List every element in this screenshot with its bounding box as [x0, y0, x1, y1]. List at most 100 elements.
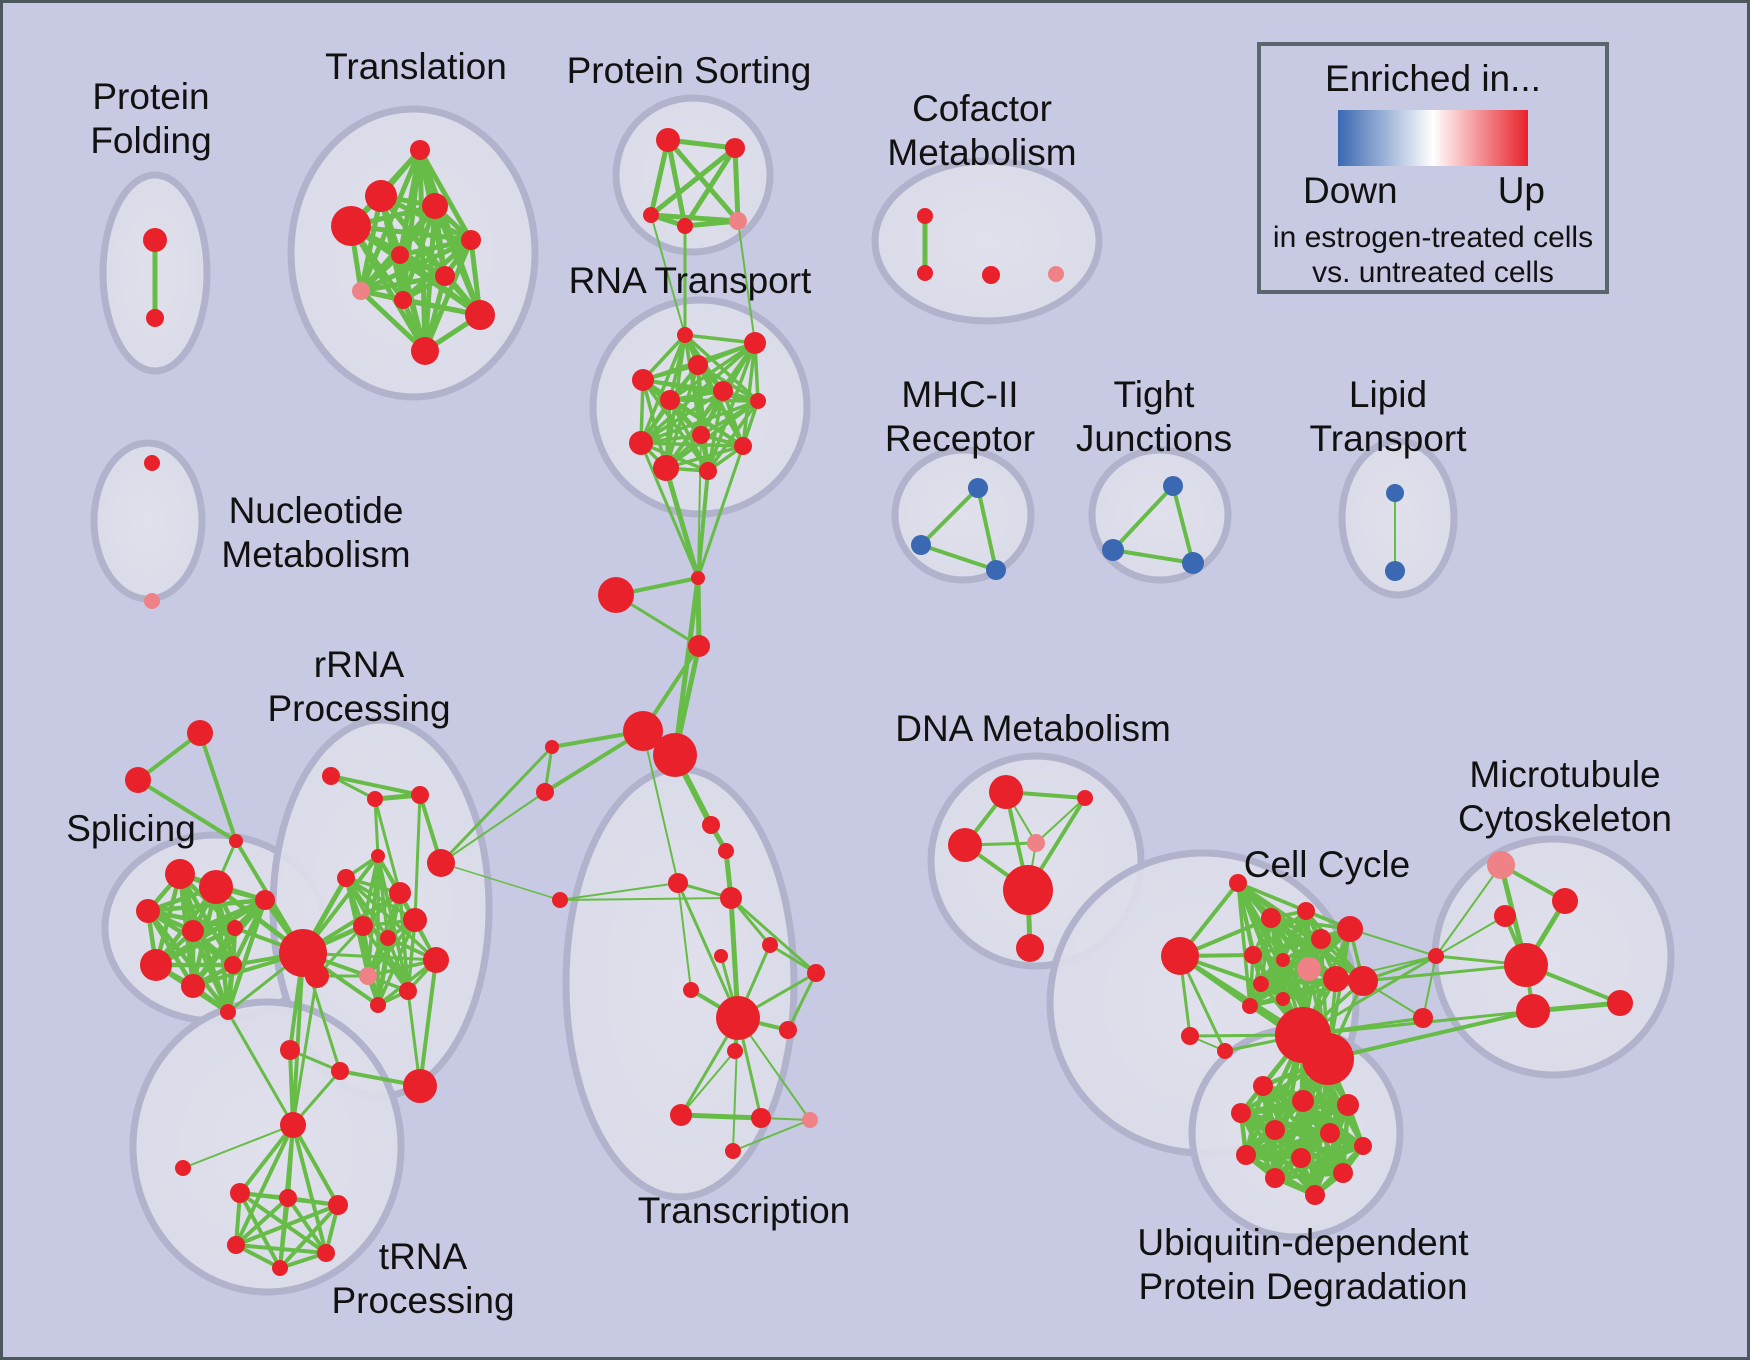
- edge-rt6-rt7: [668, 398, 760, 403]
- gene-set-node-t10: [762, 937, 778, 953]
- cluster-label-microtubule-cytoskeleton: Microtubule: [1469, 754, 1660, 795]
- gene-set-node-cc18: [1348, 966, 1378, 996]
- edge-sp6-sp10: [230, 897, 268, 968]
- gene-set-node-sp1: [165, 859, 195, 889]
- edge-tl2-tl8: [358, 193, 384, 294]
- gene-set-node-tn4: [227, 1236, 245, 1254]
- edge-tn3-th: [291, 1123, 340, 1207]
- edge-rt1-rt7: [683, 333, 760, 403]
- gene-set-node-tn5: [317, 1244, 335, 1262]
- edge-tl1-tl5: [417, 147, 474, 243]
- gene-set-node-mt1: [1487, 851, 1515, 879]
- edge-rt1-rt10: [639, 333, 687, 445]
- gene-set-node-lt2: [1385, 561, 1405, 581]
- edge-rr2-rr4: [373, 797, 380, 858]
- edge-rt7-rt11: [664, 399, 760, 470]
- gene-set-node-mt5: [1516, 994, 1550, 1028]
- gene-set-node-rr11: [380, 930, 396, 946]
- gene-set-node-ub3: [1337, 1094, 1359, 1116]
- gene-set-node-tj1: [1163, 476, 1183, 496]
- edge-rt4-rt7: [641, 378, 760, 403]
- gene-set-node-sp2: [199, 870, 233, 904]
- edge-cc20-mtj: [1422, 955, 1437, 1019]
- gene-set-node-rt11: [653, 455, 679, 481]
- cluster-label-transcription: Transcription: [638, 1190, 850, 1231]
- gene-set-node-lt1: [1386, 484, 1404, 502]
- edge-tj2-tj3: [1111, 548, 1195, 565]
- edge-rr2-rr6: [373, 797, 402, 895]
- gene-set-node-sp9: [220, 1004, 236, 1020]
- gene-set-node-cm2: [917, 265, 933, 281]
- gene-set-node-cc4: [1297, 902, 1315, 920]
- edge-sp6-sp8: [190, 897, 268, 989]
- cluster-label-microtubule-cytoskeleton: Cytoskeleton: [1458, 798, 1672, 839]
- gene-set-node-ub1: [1253, 1076, 1273, 1096]
- edge-mh1-mh2: [919, 486, 980, 547]
- cluster-label-rrna-processing: Processing: [267, 688, 450, 729]
- edge-th-lone: [182, 1124, 294, 1169]
- gene-set-node-rr8: [353, 916, 373, 936]
- gene-set-node-ub6: [1320, 1123, 1340, 1143]
- edge-rr11-rr13: [386, 936, 410, 993]
- edge-spa-spc: [198, 731, 238, 843]
- gene-set-node-ps5: [729, 212, 747, 230]
- gene-set-node-tl10: [465, 300, 495, 330]
- gene-set-node-br3: [331, 1062, 349, 1080]
- gene-set-node-t20: [725, 1143, 741, 1159]
- gene-set-node-cm1: [917, 208, 933, 224]
- gene-set-node-cc20: [1413, 1008, 1433, 1028]
- gene-set-node-br2: [280, 1040, 300, 1060]
- cluster-label-protein-sorting: Protein Sorting: [567, 50, 812, 91]
- cluster-label-lipid-transport: Lipid: [1349, 374, 1427, 415]
- gene-set-node-rt7: [750, 393, 766, 409]
- gene-set-node-tj3: [1182, 552, 1204, 574]
- gene-set-node-nm2: [144, 593, 160, 609]
- gene-set-node-cc11: [1253, 976, 1269, 992]
- gene-set-node-t1: [623, 711, 663, 751]
- edge-ps2-ps5: [732, 145, 741, 224]
- gene-set-node-ub2: [1292, 1090, 1314, 1112]
- cluster-label-tight-junctions: Tight: [1114, 374, 1196, 415]
- gene-set-node-rt4: [632, 369, 654, 391]
- edge-tn2-tn5: [286, 1196, 328, 1255]
- edge-tn5-th: [291, 1123, 328, 1255]
- edge-t20-t19: [732, 1119, 811, 1152]
- cluster-label-ubiquitin-degradation: Ubiquitin-dependent: [1137, 1222, 1469, 1263]
- gene-set-node-tl8: [352, 282, 370, 300]
- gene-set-node-cn3: [688, 635, 710, 657]
- gene-set-node-rr3: [411, 786, 429, 804]
- gene-set-node-t3: [545, 740, 559, 754]
- cluster-label-protein-folding: Folding: [90, 120, 211, 161]
- gene-set-node-ub11: [1333, 1163, 1353, 1183]
- edge-rr7-t3: [439, 745, 554, 865]
- gene-set-node-ps3: [643, 207, 659, 223]
- gene-set-node-rr4: [371, 849, 385, 863]
- gene-set-node-tj2: [1102, 539, 1124, 561]
- gene-set-node-cm3: [982, 266, 1000, 284]
- edge-t8-t7: [559, 882, 679, 901]
- cluster-transcription: [562, 765, 798, 1201]
- edge-tn3-tn6: [278, 1203, 340, 1270]
- edge-rt2-rt12: [706, 341, 757, 473]
- gene-set-node-rr12: [359, 967, 377, 985]
- gene-set-node-t4: [536, 783, 554, 801]
- gene-set-node-rt8: [692, 426, 710, 444]
- gene-set-node-sp3: [136, 899, 160, 923]
- edge-cc3-cc13: [1248, 916, 1273, 1008]
- gene-set-node-tl2: [365, 180, 397, 212]
- gene-set-node-t7: [668, 873, 688, 893]
- edge-rr7-t4: [440, 791, 546, 864]
- edge-cc4-cc7: [1251, 909, 1308, 957]
- gene-set-node-tl7: [435, 266, 455, 286]
- edge-rr7-t8: [440, 862, 561, 901]
- gene-set-node-t6: [718, 843, 734, 859]
- gene-set-node-t17: [670, 1104, 692, 1126]
- gene-set-node-t5: [702, 816, 720, 834]
- gene-set-node-dm4: [1027, 834, 1045, 852]
- gene-set-node-hubb: [305, 964, 329, 988]
- gene-set-node-rt9: [734, 437, 752, 455]
- gene-set-node-spb: [125, 767, 151, 793]
- edge-cc18-mt4: [1361, 963, 1528, 983]
- gene-set-node-dm2: [1077, 790, 1093, 806]
